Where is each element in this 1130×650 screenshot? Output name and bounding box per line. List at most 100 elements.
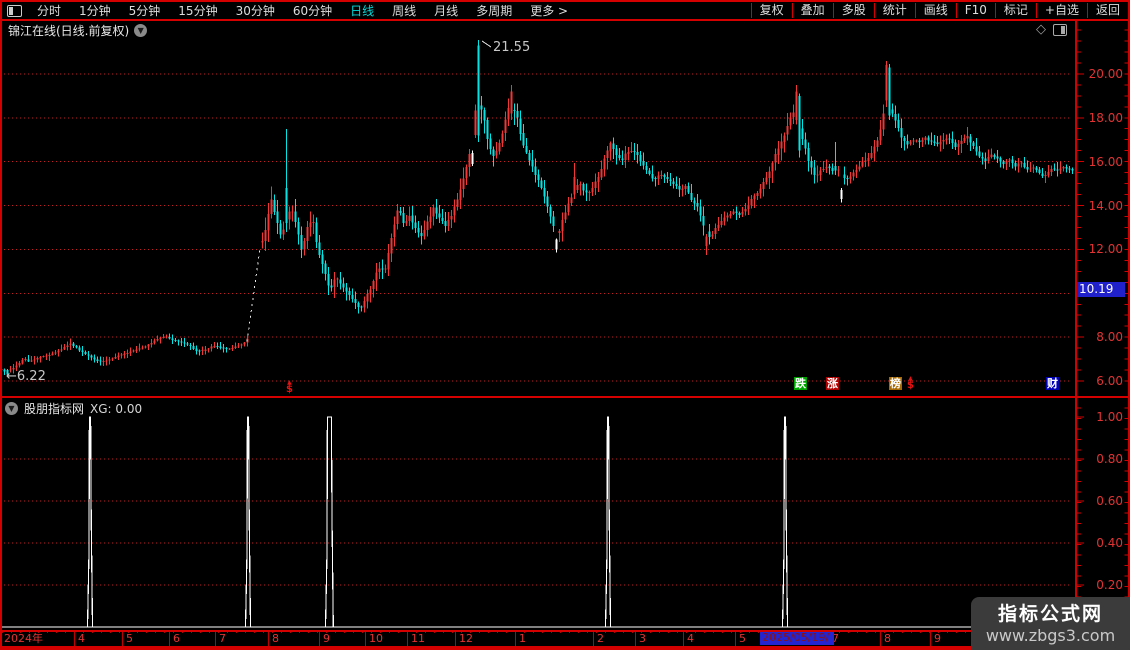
main-axis-tick-8.00: 8.00 <box>1096 330 1123 345</box>
menubar-button-7[interactable]: +自选 <box>1035 3 1087 18</box>
event-badge-榜[interactable]: 榜 <box>889 377 902 390</box>
candle-wicks-up <box>1 60 1064 374</box>
menu-item-2[interactable]: 5分钟 <box>128 4 161 18</box>
chevron-down-icon[interactable]: ▼ <box>5 402 18 415</box>
menu-item-7[interactable]: 周线 <box>392 4 417 18</box>
month-separator <box>930 631 931 646</box>
indicator-axis-tick-0.80: 0.80 <box>1096 452 1123 466</box>
main-axis-tick-14.00: 14.00 <box>1088 198 1123 213</box>
chevron-down-icon[interactable]: ▼ <box>134 24 148 37</box>
main-axis-tick-6.00: 6.00 <box>1096 374 1123 388</box>
event-badge-涨[interactable]: 涨 <box>826 377 839 390</box>
month-label-5: 5 <box>739 632 746 645</box>
month-separator <box>365 631 366 646</box>
main-axis-tick-18.00: 18.00 <box>1088 110 1123 125</box>
month-separator <box>593 631 594 646</box>
dollar-event-icon[interactable]: ▲ $ <box>286 379 293 395</box>
high-pointer-line <box>481 40 492 48</box>
axis-divider-top <box>0 630 1128 632</box>
month-label-6: 6 <box>173 632 180 645</box>
month-separator <box>635 631 636 646</box>
window-border-bottom <box>0 648 1130 650</box>
xg-signal-spike <box>86 416 94 628</box>
menubar-left: 分时 1分钟 5分钟 15分钟 30分钟 60分钟 日线 周线 月线 多周期 更多 > <box>28 2 577 19</box>
menubar-button-2[interactable]: 多股 <box>832 3 874 18</box>
event-badge-财[interactable]: 财 <box>1046 377 1059 390</box>
xg-signal-spike <box>604 416 612 628</box>
menubar-right: 复权 叠加 多股 统计 画线 F10 标记 +自选 返回 <box>750 2 1128 19</box>
month-separator <box>683 631 684 646</box>
indicator-title: 股朋指标网 <box>24 402 85 416</box>
xg-signal-spike <box>781 416 789 628</box>
month-label-2024年: 2024年 <box>4 632 43 645</box>
month-separator <box>74 631 75 646</box>
panel-toggle-icon[interactable] <box>7 4 22 17</box>
main-axis-tick-16.00: 16.00 <box>1088 154 1123 169</box>
month-separator <box>407 631 408 646</box>
menu-item-10[interactable]: 更多 > <box>530 4 569 18</box>
chart-right-border <box>1075 19 1077 631</box>
high-annotation: 21.55 <box>493 40 530 55</box>
menu-item-3[interactable]: 15分钟 <box>178 4 218 18</box>
menubar-button-4[interactable]: 画线 <box>914 3 956 18</box>
month-label-1: 1 <box>519 632 526 645</box>
diamond-icon[interactable]: ◇ <box>1036 22 1046 37</box>
event-badge-跌[interactable]: 跌 <box>794 377 807 390</box>
month-separator <box>735 631 736 646</box>
month-label-11: 11 <box>411 632 425 645</box>
menubar-divider <box>0 19 1130 21</box>
candle-bodies-down <box>3 45 1074 375</box>
menu-item-6[interactable]: 日线 <box>350 4 375 18</box>
menubar-button-0[interactable]: 复权 <box>750 3 792 18</box>
axis-divider-bottom <box>0 646 1128 648</box>
month-label-4: 4 <box>78 632 85 645</box>
month-label-7: 7 <box>219 632 226 645</box>
month-label-4: 4 <box>687 632 694 645</box>
window-border-right <box>1128 0 1130 650</box>
month-label-9: 9 <box>323 632 330 645</box>
candle-bodies-white <box>471 152 843 250</box>
watermark: 指标公式网 www.zbgs3.com <box>971 597 1130 650</box>
menubar-button-6[interactable]: 标记 <box>994 3 1036 18</box>
indicator-axis-tick-0.60: 0.60 <box>1096 494 1123 508</box>
main-axis-tick-12.00: 12.00 <box>1088 242 1123 257</box>
menu-item-1[interactable]: 1分钟 <box>79 4 111 18</box>
month-label-8: 8 <box>272 632 279 645</box>
menubar-button-3[interactable]: 统计 <box>873 3 915 18</box>
month-separator <box>319 631 320 646</box>
month-separator <box>880 631 881 646</box>
dollar-event-icon[interactable]: ▲ $ <box>907 375 914 391</box>
watermark-url: www.zbgs3.com <box>985 625 1116 645</box>
menu-item-9[interactable]: 多周期 <box>476 4 513 18</box>
main-axis-tick-20.00: 20.00 <box>1088 66 1123 81</box>
month-label-5: 5 <box>126 632 133 645</box>
menubar-button-1[interactable]: 叠加 <box>791 3 833 18</box>
menu-item-0[interactable]: 分时 <box>37 4 62 18</box>
current-price-marker: 10.19 <box>1077 281 1125 297</box>
menubar: 分时 1分钟 5分钟 15分钟 30分钟 60分钟 日线 周线 月线 多周期 更多 > 复权 叠加 多股… <box>2 2 1128 19</box>
menubar-button-8[interactable]: 返回 <box>1086 3 1128 18</box>
menubar-button-5[interactable]: F10 <box>955 3 995 18</box>
menu-item-4[interactable]: 30分钟 <box>235 4 275 18</box>
selected-date-box: 2025/05/19/— <box>760 631 834 650</box>
candle-wicks-down <box>4 40 1073 377</box>
month-separator <box>122 631 123 646</box>
xg-signal-spike <box>324 416 334 628</box>
indicator-header: ▼ 股朋指标网 XG: 0.00 <box>5 400 142 417</box>
menu-item-5[interactable]: 60分钟 <box>292 4 333 18</box>
indicator-axis-tick-0.40: 0.40 <box>1096 536 1123 550</box>
month-label-7: 7 <box>832 632 839 645</box>
menu-item-8[interactable]: 月线 <box>434 4 459 18</box>
month-label-10: 10 <box>369 632 383 645</box>
month-separator <box>455 631 456 646</box>
low-annotation: ←6.22 <box>6 369 46 384</box>
month-separator <box>215 631 216 646</box>
month-separator <box>169 631 170 646</box>
chart-title-row: 锦江在线(日线.前复权) ▼ <box>8 22 148 39</box>
month-label-3: 3 <box>639 632 646 645</box>
month-label-8: 8 <box>884 632 891 645</box>
indicator-axis-tick-0.20: 0.20 <box>1096 578 1123 592</box>
maximize-panel-icon[interactable] <box>1053 23 1067 36</box>
